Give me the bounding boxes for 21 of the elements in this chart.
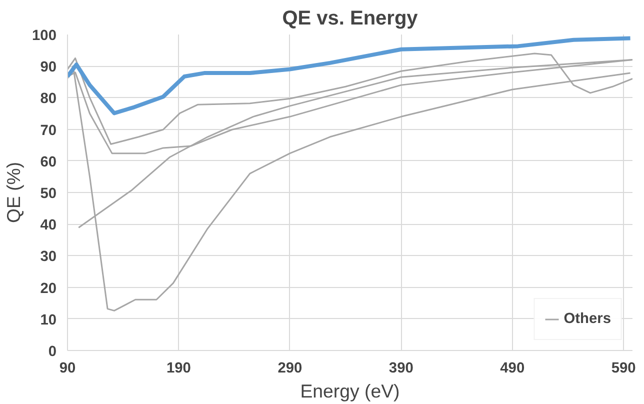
y-tick-label: 30 — [40, 249, 57, 266]
x-tick-label: 90 — [59, 360, 76, 376]
y-tick-label: 40 — [40, 218, 57, 234]
y-tick-label: 80 — [40, 91, 57, 108]
y-axis-title: QE (%) — [3, 162, 24, 224]
y-tick-label: 70 — [40, 122, 57, 139]
legend-label: Others — [564, 311, 611, 327]
y-tick-label: 60 — [40, 154, 57, 170]
y-tick-label: 0 — [48, 344, 57, 360]
y-tick-label: 100 — [32, 28, 57, 44]
x-tick-label: 190 — [166, 360, 191, 376]
y-tick-label: 10 — [40, 312, 57, 328]
x-tick-label: 590 — [611, 360, 636, 376]
x-tick-label: 290 — [278, 360, 302, 376]
chart-title: QE vs. Energy — [282, 8, 419, 30]
x-axis-title: Energy (eV) — [300, 380, 400, 402]
y-tick-label: 20 — [40, 280, 57, 297]
x-tick-label: 390 — [388, 360, 414, 376]
y-tick-label: 50 — [40, 186, 57, 202]
x-tick-label: 490 — [500, 360, 525, 376]
y-tick-label: 90 — [40, 60, 57, 76]
